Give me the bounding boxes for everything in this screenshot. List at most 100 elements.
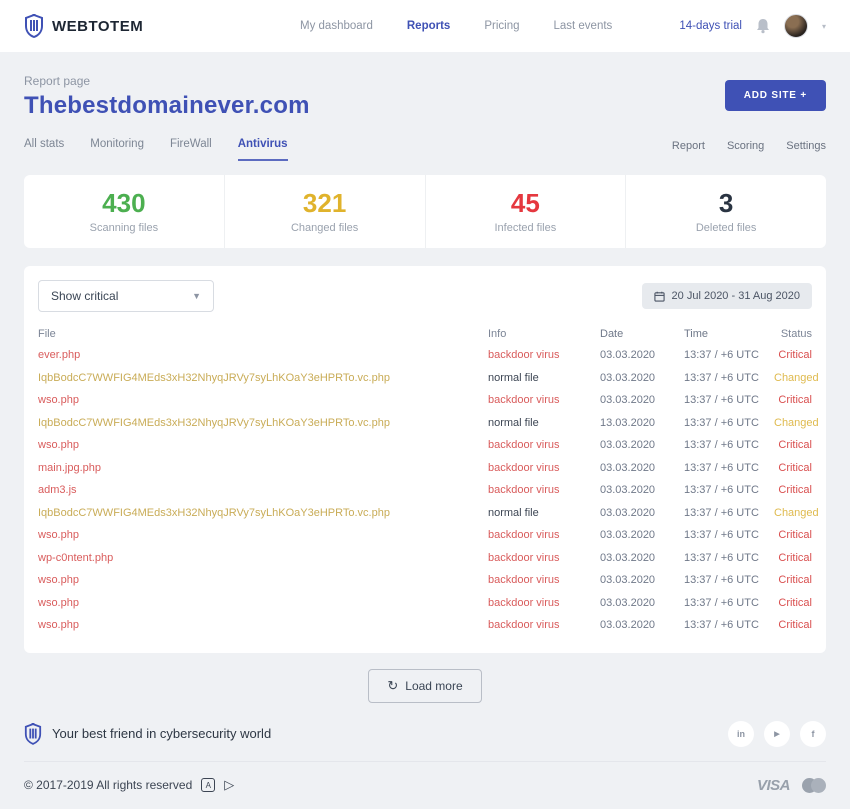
tab-report[interactable]: Report <box>671 140 705 152</box>
secondary-tabs: Report Scoring Settings <box>672 140 826 161</box>
bell-icon[interactable] <box>756 18 770 34</box>
file-cell[interactable]: wso.php <box>38 529 79 542</box>
time-cell: 13:37 / +6 UTC <box>684 619 759 632</box>
time-cell: 13:37 / +6 UTC <box>684 394 759 407</box>
info-cell: backdoor virus <box>488 596 560 609</box>
date-range-label: 20 Jul 2020 - 31 Aug 2020 <box>671 290 800 302</box>
page-kicker: Report page <box>24 74 91 88</box>
file-cell[interactable]: adm3.js <box>38 484 77 497</box>
file-cell[interactable]: main.jpg.php <box>38 461 101 474</box>
trial-badge[interactable]: 14-days trial <box>679 20 742 32</box>
info-cell: backdoor virus <box>488 619 560 632</box>
stat-label: Infected files <box>494 222 557 234</box>
file-cell[interactable]: wso.php <box>38 596 79 609</box>
nav-item-my-dashboard[interactable]: My dashboard <box>300 20 373 32</box>
load-more-label: Load more <box>405 678 463 693</box>
table-row: wso.php backdoor virus 03.03.2020 13:37 … <box>38 434 812 457</box>
column-header-file: File <box>38 328 56 340</box>
file-cell[interactable]: wso.php <box>38 619 79 632</box>
file-cell[interactable]: IqbBodcC7WWFIG4MEds3xH32NhyqJRVy7syLhKOa… <box>38 506 390 519</box>
file-cell[interactable]: wso.php <box>38 394 79 407</box>
copyright-text: © 2017-2019 All rights reserved <box>24 778 193 792</box>
info-cell: normal file <box>488 506 539 519</box>
chevron-down-icon[interactable]: ▾ <box>821 21 826 31</box>
time-cell: 13:37 / +6 UTC <box>684 596 759 609</box>
table-row: IqbBodcC7WWFIG4MEds3xH32NhyqJRVy7syLhKOa… <box>38 502 819 525</box>
add-site-button[interactable]: ADD SITE + <box>724 80 826 111</box>
date-cell: 03.03.2020 <box>600 439 656 452</box>
info-cell: backdoor virus <box>488 439 560 452</box>
stat-label: Deleted files <box>695 222 757 234</box>
stat-value: 3 <box>718 188 734 218</box>
copyright-row: © 2017-2019 All rights reserved A ▷ <box>24 777 234 793</box>
status-cell: Critical <box>778 619 812 632</box>
load-more-button[interactable]: ↻ Load more <box>368 668 482 703</box>
tab-scoring[interactable]: Scoring <box>726 140 765 152</box>
file-cell[interactable]: wso.php <box>38 574 79 587</box>
show-critical-select[interactable]: Show critical ▼ <box>38 280 214 312</box>
stat-value: 321 <box>302 188 347 218</box>
date-cell: 03.03.2020 <box>600 371 656 384</box>
table-row: wso.php backdoor virus 03.03.2020 13:37 … <box>38 389 812 412</box>
file-cell[interactable]: wp-c0ntent.php <box>38 551 114 564</box>
info-cell: backdoor virus <box>488 394 560 407</box>
file-cell[interactable]: IqbBodcC7WWFIG4MEds3xH32NhyqJRVy7syLhKOa… <box>38 416 390 429</box>
date-cell: 03.03.2020 <box>600 461 656 474</box>
info-cell: backdoor virus <box>488 574 560 587</box>
time-cell: 13:37 / +6 UTC <box>684 439 759 452</box>
status-cell: Critical <box>778 461 812 474</box>
table-row: wso.php backdoor virus 03.03.2020 13:37 … <box>38 524 812 547</box>
tab-settings[interactable]: Settings <box>786 140 826 152</box>
google-play-icon[interactable]: ▷ <box>224 777 235 792</box>
antivirus-files-card: Show critical ▼ 20 Jul 2020 - 31 Aug 202… <box>24 266 826 653</box>
payment-methods: VISA <box>757 777 826 794</box>
nav-item-last-events[interactable]: Last events <box>553 20 613 32</box>
app-store-icon[interactable]: A <box>201 778 216 792</box>
date-cell: 03.03.2020 <box>600 551 656 564</box>
status-cell: Critical <box>778 574 812 587</box>
stat-infected-files: 45 Infected files <box>426 175 627 248</box>
info-cell: normal file <box>488 371 539 384</box>
social-links: in ▶ f <box>728 720 826 747</box>
date-cell: 03.03.2020 <box>600 574 656 587</box>
page-title: Thebestdomainever.com <box>24 92 310 119</box>
status-cell: Critical <box>778 529 812 542</box>
file-cell[interactable]: ever.php <box>38 349 81 362</box>
time-cell: 13:37 / +6 UTC <box>684 574 759 587</box>
time-cell: 13:37 / +6 UTC <box>684 506 759 519</box>
brand-name: WEBTOTEM <box>52 17 144 35</box>
date-cell: 03.03.2020 <box>600 506 656 519</box>
date-range-picker[interactable]: 20 Jul 2020 - 31 Aug 2020 <box>641 283 812 309</box>
status-cell: Changed <box>774 416 819 429</box>
file-cell[interactable]: wso.php <box>38 439 79 452</box>
status-cell: Critical <box>778 394 812 407</box>
linkedin-icon[interactable]: in <box>728 720 754 747</box>
youtube-icon[interactable]: ▶ <box>764 720 790 747</box>
info-cell: backdoor virus <box>488 461 560 474</box>
info-cell: normal file <box>488 416 539 429</box>
date-cell: 03.03.2020 <box>600 394 656 407</box>
status-cell: Critical <box>778 551 812 564</box>
nav-item-reports[interactable]: Reports <box>406 20 451 32</box>
status-cell: Critical <box>778 439 812 452</box>
user-avatar[interactable] <box>783 14 808 38</box>
file-cell[interactable]: IqbBodcC7WWFIG4MEds3xH32NhyqJRVy7syLhKOa… <box>38 371 390 384</box>
date-cell: 03.03.2020 <box>600 619 656 632</box>
table-row: wp-c0ntent.php backdoor virus 03.03.2020… <box>38 547 812 570</box>
time-cell: 13:37 / +6 UTC <box>684 371 759 384</box>
table-row: IqbBodcC7WWFIG4MEds3xH32NhyqJRVy7syLhKOa… <box>38 412 819 435</box>
tab-antivirus[interactable]: Antivirus <box>237 138 288 161</box>
table-row: ever.php backdoor virus 03.03.2020 13:37… <box>38 344 812 367</box>
info-cell: backdoor virus <box>488 484 560 497</box>
tab-monitoring[interactable]: Monitoring <box>90 138 144 150</box>
shield-footer-icon <box>24 722 42 745</box>
stat-value: 430 <box>102 188 146 218</box>
info-cell: backdoor virus <box>488 529 560 542</box>
nav-item-pricing[interactable]: Pricing <box>484 20 520 32</box>
footer-tagline: Your best friend in cybersecurity world <box>52 726 272 741</box>
stat-value: 45 <box>510 188 540 218</box>
brand-logo[interactable]: WEBTOTEM <box>24 14 143 38</box>
tab-all-stats[interactable]: All stats <box>24 138 65 150</box>
facebook-icon[interactable]: f <box>800 720 826 747</box>
tab-firewall[interactable]: FireWall <box>169 138 212 150</box>
